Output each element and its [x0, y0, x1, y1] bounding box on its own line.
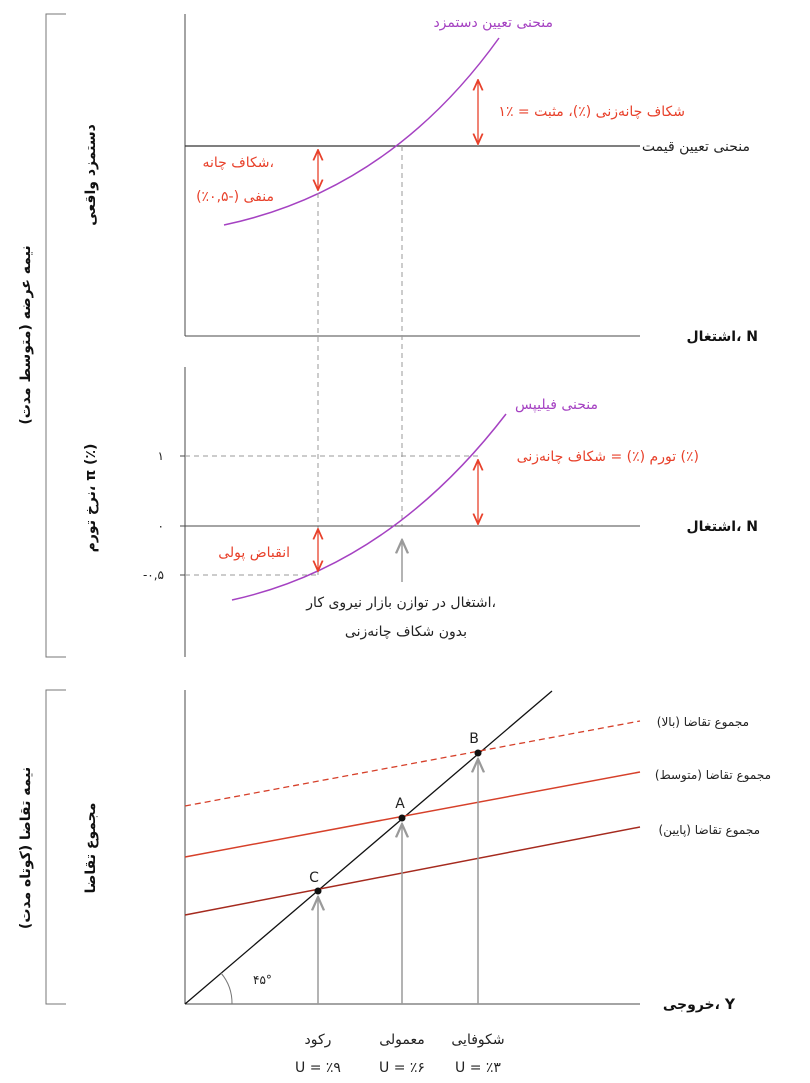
top-y-axis-label: دستمزد واقعی	[83, 124, 99, 226]
demand-low-label: مجموع تقاضا (پایین)	[659, 823, 760, 838]
angle-label: ۴۵°	[253, 973, 272, 987]
boom-unemployment: U = ٪۳	[455, 1060, 501, 1076]
demand-high-label: مجموع تقاضا (بالا)	[657, 715, 749, 730]
demand-side-bracket: نیمه تقاضا (کوتاه مدت)	[18, 689, 66, 1005]
equilibrium-label-1: اشتغال در توازن بازار نیروی کار،	[305, 595, 496, 611]
aggregate-demand-panel: خروجی، Y مجموع تقاضا ۴۵° مجموع تقاضا (با…	[83, 690, 771, 1076]
gap-negative-label-2: منفی (-۰,۵٪)	[196, 189, 274, 205]
angle-arc	[220, 972, 233, 1005]
demand-mid-line	[184, 771, 641, 858]
supply-side-bracket: نیمه عرضه (متوسط مدت)	[18, 13, 66, 658]
gap-negative-label-1: شکاف چانه،	[202, 155, 274, 171]
inflation-label: تورم (٪) = شکاف چانه‌زنی (٪)	[517, 449, 699, 465]
wage-setting-curve	[223, 37, 500, 226]
price-setting-label: منحنی تعیین قیمت	[642, 139, 750, 155]
point-c-marker	[314, 887, 322, 895]
recession-label: رکود	[305, 1032, 332, 1048]
normal-unemployment: U = ٪۶	[379, 1060, 425, 1076]
supply-side-label: نیمه عرضه (متوسط مدت)	[18, 245, 34, 424]
gap-positive-label: ۱٪ = شکاف چانه‌زنی (٪)، مثبت	[498, 104, 685, 120]
boom-label: شکوفایی	[451, 1032, 504, 1048]
tick-label-minus-half: -۰,۵	[143, 568, 164, 582]
tick-label-zero: ۰	[158, 519, 164, 533]
bottom-x-axis-label: خروجی، Y	[663, 997, 736, 1013]
wage-setting-label: منحنی تعیین دستمزد	[433, 15, 553, 31]
phillips-label: منحنی فیلیپس	[515, 397, 598, 413]
deflation-label: انقباض پولی	[218, 545, 290, 561]
forty-five-line	[184, 690, 553, 1005]
phillips-curve	[231, 413, 507, 601]
phillips-panel: اشتغال، N نرخ تورم، π (٪) ۱ ۰ -۰,۵ منحنی…	[83, 367, 758, 657]
point-b-marker	[474, 749, 482, 757]
top-x-axis-label: اشتغال، N	[686, 329, 758, 345]
bottom-y-axis-label: مجموع تقاضا	[83, 803, 99, 894]
equilibrium-label-2: بدون شکاف چانه‌زنی	[345, 624, 467, 640]
recession-unemployment: U = ٪۹	[295, 1060, 341, 1076]
point-c-label: C	[309, 870, 319, 886]
point-b-label: B	[469, 731, 479, 747]
normal-label: معمولی	[379, 1032, 425, 1048]
demand-low-line	[184, 826, 641, 916]
labor-market-panel: اشتغال، N دستمزد واقعی منحنی تعیین قیمت …	[83, 14, 758, 575]
tick-label-one: ۱	[158, 449, 164, 463]
middle-x-axis-label: اشتغال، N	[686, 519, 758, 535]
point-a-label: A	[395, 796, 405, 812]
middle-y-axis-label: نرخ تورم، π (٪)	[83, 444, 99, 553]
demand-side-label: نیمه تقاضا (کوتاه مدت)	[18, 767, 34, 929]
demand-high-line	[184, 720, 641, 807]
demand-mid-label: مجموع تقاضا (متوسط)	[655, 768, 771, 783]
point-a-marker	[398, 814, 406, 822]
